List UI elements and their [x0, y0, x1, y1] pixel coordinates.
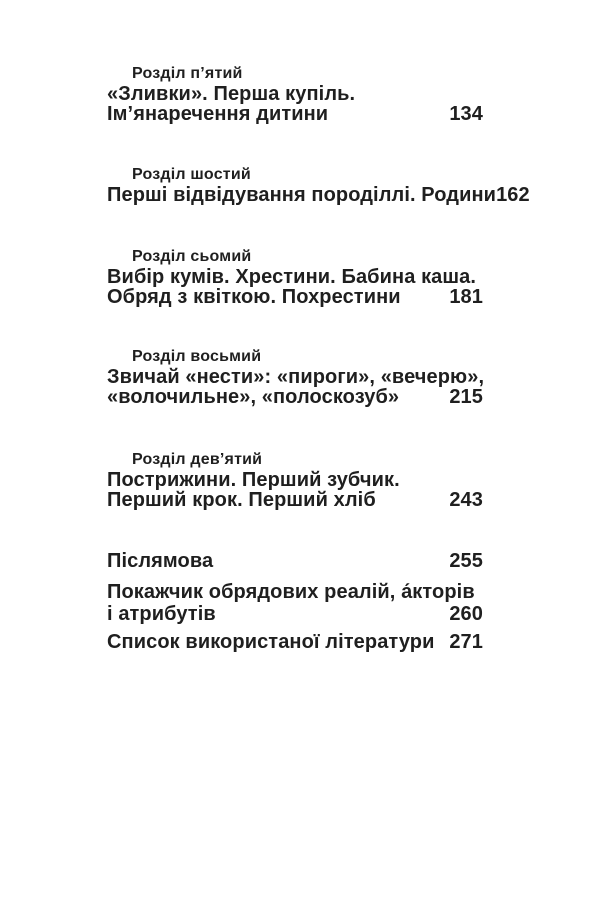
back-matter-line: Післямова 255 — [107, 550, 483, 572]
toc-entry-chapter-7: Розділ сьомий Вибір кумів. Хрестини. Баб… — [107, 247, 483, 307]
page-number: 255 — [449, 550, 483, 572]
chapter-title-line: Перші відвідування породіллі. Родини 162 — [107, 185, 530, 205]
chapter-title-line: «Зливки». Перша купіль. — [107, 83, 356, 105]
page-number: 162 — [496, 184, 530, 206]
back-matter-title: Список використаної літератури — [107, 631, 435, 653]
chapter-title-text: Ім’янаречення дитини — [107, 103, 329, 125]
toc-entry-chapter-6: Розділ шостий Перші відвідування породіл… — [107, 165, 530, 205]
toc-entry-index: Покажчик обрядових реалій, а́кторів і ат… — [107, 581, 483, 625]
chapter-label: Розділ п’ятий — [132, 65, 243, 82]
chapter-title-text: Обряд з квіткою. Похрестини — [107, 286, 401, 308]
chapter-title-line: Звичай «нести»: «пироги», «вечерю», — [107, 366, 485, 388]
table-of-contents: Розділ п’ятий «Зливки». Перша купіль. Ім… — [107, 0, 530, 653]
toc-entry-chapter-9: Розділ дев’ятий Пострижини. Перший зубчи… — [107, 450, 483, 510]
back-matter-line: Список використаної літератури 271 — [107, 631, 483, 653]
chapter-title-line: Ім’янаречення дитини 134 — [107, 104, 483, 124]
page-number: 134 — [449, 103, 483, 125]
page-number: 260 — [449, 603, 483, 625]
chapter-title-text: Перші відвідування породіллі. Родини — [107, 184, 497, 206]
back-matter-title: Післямова — [107, 550, 214, 572]
chapter-title-line: Пострижини. Перший зубчик. — [107, 469, 400, 491]
back-matter-line: Покажчик обрядових реалій, а́кторів — [107, 581, 475, 603]
page-number: 181 — [449, 286, 483, 308]
chapter-title-line: Обряд з квіткою. Похрестини 181 — [107, 287, 483, 307]
chapter-title-line: «волочильне», «полоскозуб» 215 — [107, 387, 483, 407]
chapter-title-line: Перший крок. Перший хліб 243 — [107, 490, 483, 510]
chapter-title-line: Вибір кумів. Хрестини. Бабина каша. — [107, 266, 477, 288]
back-matter-line: і атрибутів 260 — [107, 603, 483, 625]
back-matter-title: і атрибутів — [107, 603, 216, 625]
chapter-title-text: Перший крок. Перший хліб — [107, 489, 376, 511]
chapter-label: Розділ шостий — [132, 166, 251, 183]
toc-entry-chapter-5: Розділ п’ятий «Зливки». Перша купіль. Ім… — [107, 64, 483, 124]
toc-entry-chapter-8: Розділ восьмий Звичай «нести»: «пироги»,… — [107, 347, 485, 407]
page-number: 243 — [449, 489, 483, 511]
chapter-label: Розділ дев’ятий — [132, 451, 263, 468]
page-number: 215 — [449, 386, 483, 408]
chapter-title-text: «волочильне», «полоскозуб» — [107, 386, 400, 408]
toc-entry-afterword: Післямова 255 — [107, 550, 483, 572]
chapter-label: Розділ сьомий — [132, 248, 252, 265]
chapter-label: Розділ восьмий — [132, 348, 262, 365]
toc-entry-bibliography: Список використаної літератури 271 — [107, 631, 483, 653]
page-number: 271 — [449, 631, 483, 653]
